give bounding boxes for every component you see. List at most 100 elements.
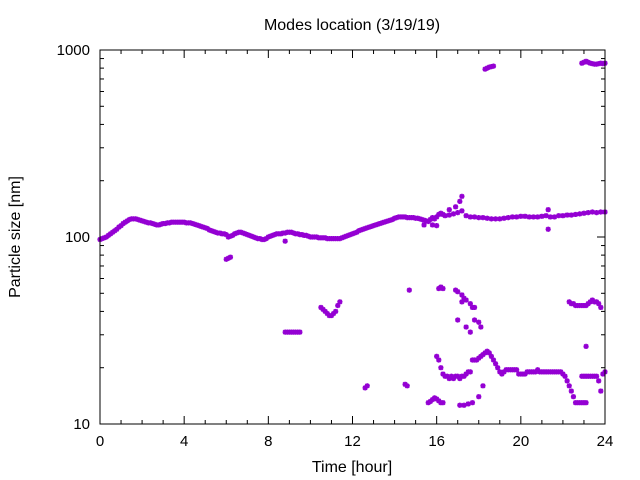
data-point [471,317,478,323]
data-point [343,233,349,239]
data-point [564,378,570,384]
data-point [455,289,461,295]
data-point [514,214,520,220]
data-point [436,357,442,363]
data-point [457,402,463,408]
data-point [463,371,469,377]
data-point [562,373,568,379]
data-point [438,365,444,371]
data-point [532,369,539,375]
data-point [406,287,412,293]
data-point [267,233,274,239]
x-tick-label: 24 [597,433,614,450]
data-point [499,371,505,377]
data-point [467,369,473,375]
data-point [114,226,120,232]
axis-ticks: 0 4 8 12 16 20 24 10 100 1000 [57,42,614,450]
data-point [434,223,440,229]
data-point [577,211,583,217]
data-point [446,212,452,218]
data-point [314,234,320,240]
data-point [450,375,457,382]
data-point [446,375,452,382]
data-point [583,58,589,64]
data-point [593,373,600,379]
data-point [457,375,463,382]
data-point [467,301,473,307]
data-point [558,369,564,375]
data-point [446,207,452,213]
y-tick-label: 1000 [57,42,90,59]
data-point [495,365,501,371]
data-point [488,216,494,222]
data-point [568,388,574,394]
data-point [526,214,532,220]
data-point [476,319,482,325]
data-point [337,236,343,242]
data-point [579,60,585,66]
data-point [490,63,497,69]
data-point [457,198,463,205]
data-point [261,236,267,243]
data-point [501,369,507,375]
data-point [474,357,480,363]
data-point [455,210,461,216]
data-point [248,233,255,239]
data-point [227,254,234,260]
data-point [459,208,465,214]
data-point [320,306,326,313]
y-tick-label: 100 [65,229,90,246]
x-tick-label: 12 [344,433,361,450]
data-point [440,371,446,377]
data-point [425,218,431,225]
data-point [251,234,257,240]
data-point [463,213,469,219]
data-point [583,302,589,309]
data-point [440,400,446,406]
x-tick-label: 8 [264,433,272,450]
x-tick-label: 0 [96,433,104,450]
data-point [518,213,524,219]
data-point [322,235,328,241]
data-point [505,214,511,221]
data-point [463,297,469,303]
data-point [459,292,465,298]
data-point [492,216,499,222]
data-point [427,216,433,223]
data-point [225,234,231,240]
data-point [564,212,570,218]
data-point [514,367,520,373]
data-point [598,388,604,394]
data-point [421,222,427,228]
data-point [461,402,467,408]
data-point [551,214,558,220]
data-point [593,299,600,305]
data-point [465,401,471,407]
data-point [448,373,454,379]
data-point [324,310,330,317]
data-point [427,398,433,405]
data-point [404,383,410,389]
data-point [442,213,448,219]
data-point [431,216,438,222]
data-point [459,299,465,305]
data-point [539,213,545,219]
data-point [434,396,440,402]
data-point [566,383,572,389]
data-point [570,394,577,400]
data-point [436,398,442,404]
data-point [497,216,503,222]
data-point [471,214,478,220]
data-point [450,211,457,217]
data-point [545,207,551,213]
data-point [593,210,600,216]
data-point [469,400,476,406]
data-point [509,214,516,220]
data-point [364,383,370,389]
data-point [463,324,469,330]
data-point [253,235,259,241]
data-point [530,214,537,220]
data-point [440,285,446,292]
data-point [476,394,482,400]
